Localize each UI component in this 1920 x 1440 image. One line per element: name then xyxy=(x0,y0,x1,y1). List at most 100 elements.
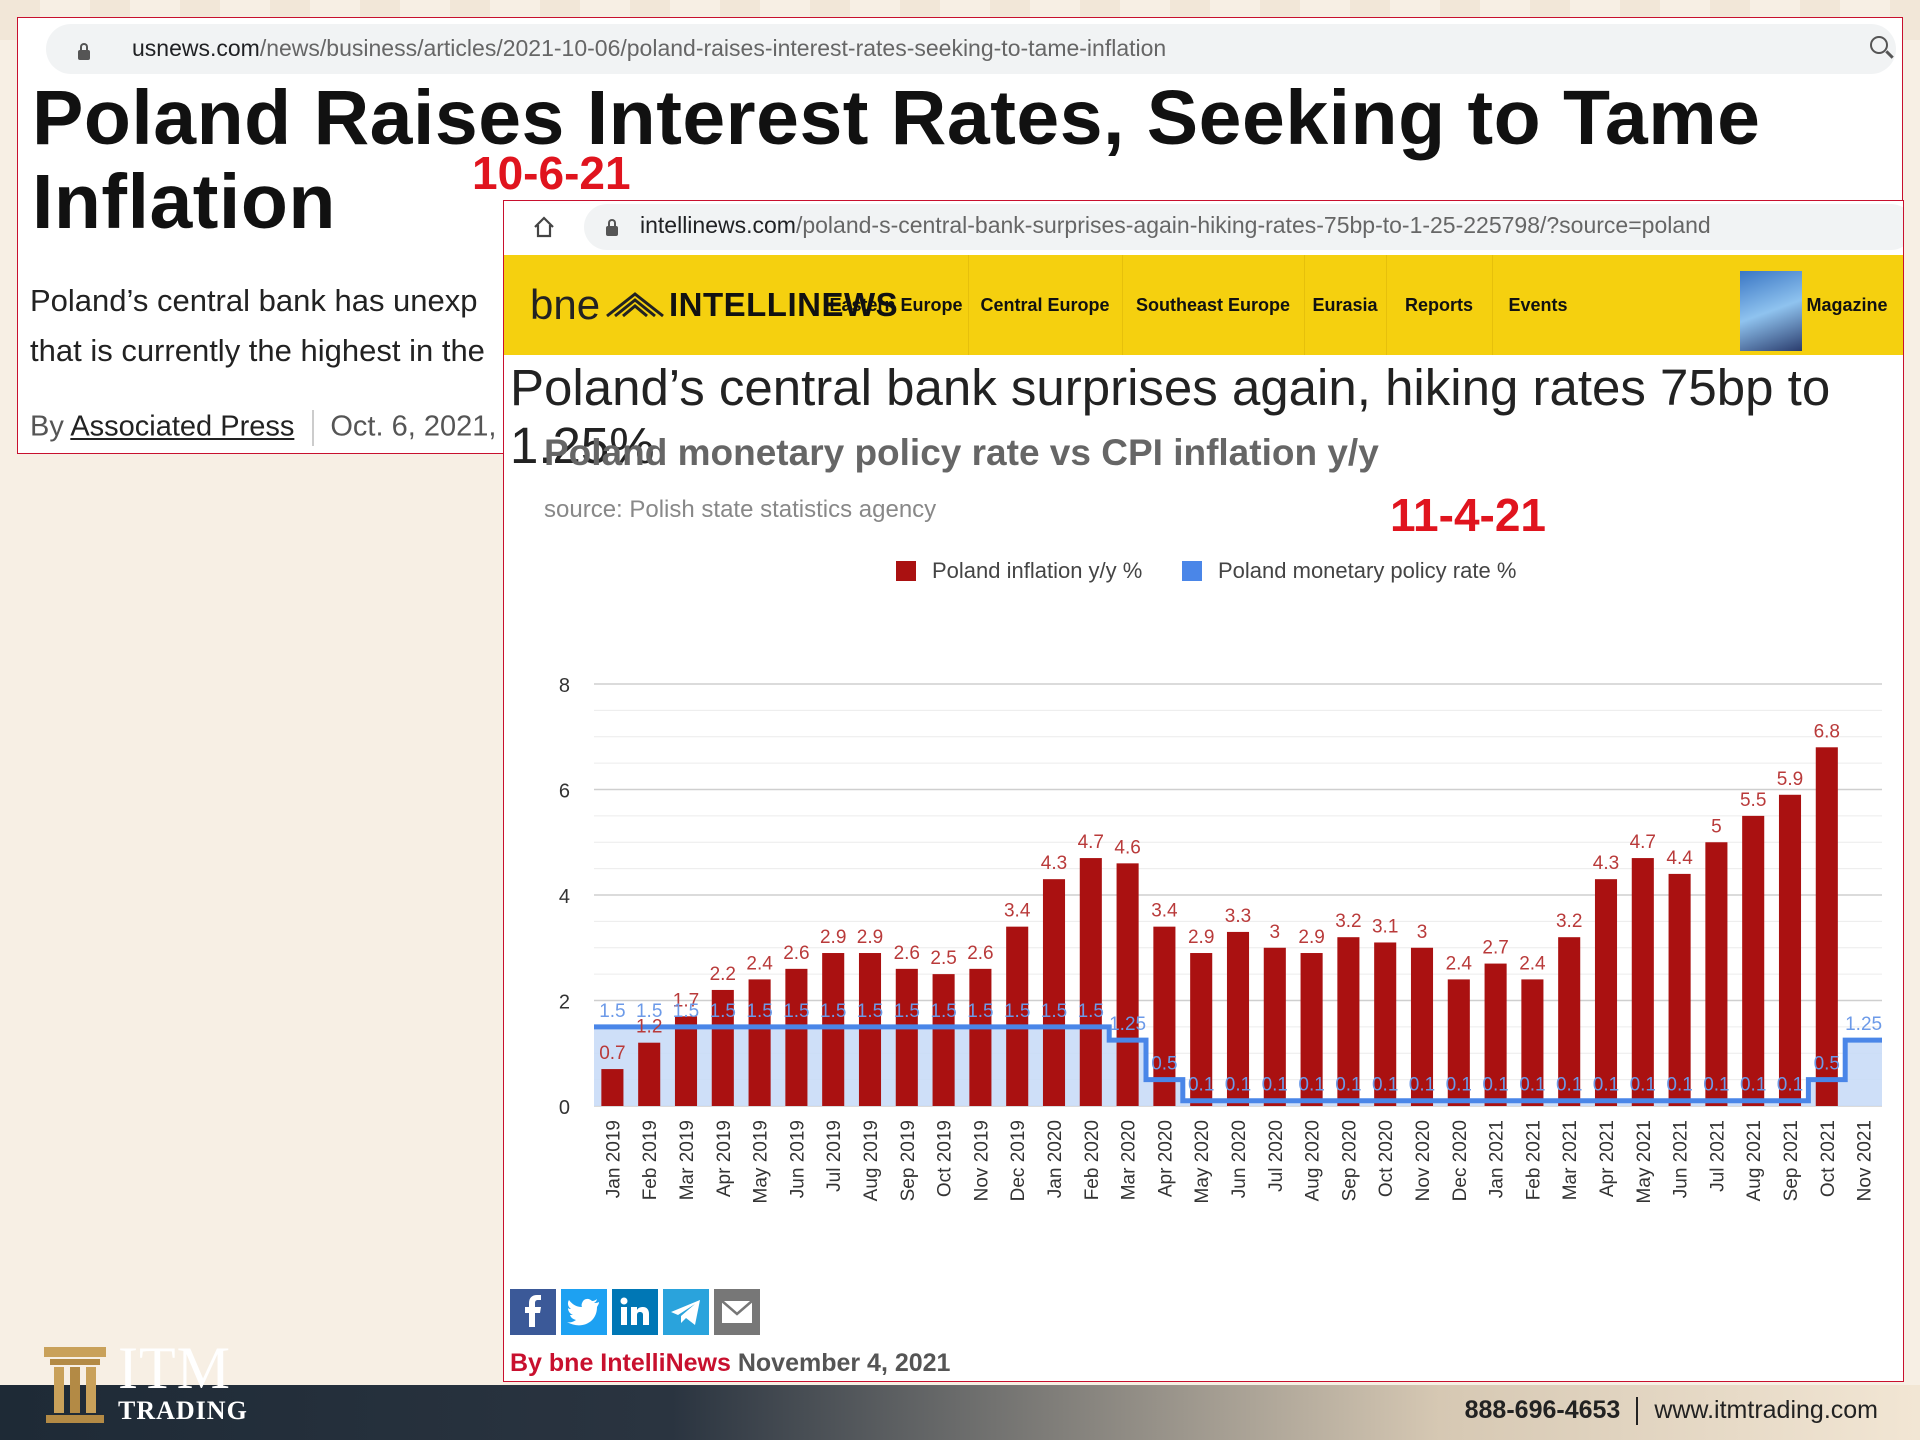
policy-rate-line xyxy=(594,1024,1882,1104)
inflation-data-label: 2.7 xyxy=(1482,938,1508,959)
inflation-bar xyxy=(932,974,955,1106)
x-tick-label: May 2020 xyxy=(1192,1120,1213,1203)
x-tick-label: Feb 2019 xyxy=(640,1120,661,1200)
inflation-data-label: 3.2 xyxy=(1556,911,1582,932)
inflation-data-label: 3 xyxy=(1270,922,1281,943)
policy-rate-data-label: 0.1 xyxy=(1188,1075,1214,1096)
policy-rate-data-label: 0.1 xyxy=(1409,1075,1435,1096)
inflation-data-label: 4.3 xyxy=(1593,853,1619,874)
x-tick-label: May 2021 xyxy=(1634,1120,1655,1203)
inflation-data-label: 2.9 xyxy=(857,927,883,948)
policy-rate-data-label: 1.5 xyxy=(746,1001,772,1022)
x-tick-label: Dec 2019 xyxy=(1008,1120,1029,1201)
home-icon[interactable] xyxy=(532,215,556,239)
author-link[interactable]: Associated Press xyxy=(70,410,295,443)
policy-rate-data-label: 1.5 xyxy=(710,1001,736,1022)
inflation-bar xyxy=(711,989,734,1106)
search-icon[interactable] xyxy=(1870,36,1888,54)
inflation-bar xyxy=(1484,963,1507,1106)
inflation-data-label: 2.6 xyxy=(783,943,809,964)
x-tick-label: Oct 2020 xyxy=(1376,1120,1397,1197)
y-tick-label: 8 xyxy=(559,675,570,697)
inflation-bar xyxy=(1337,937,1360,1106)
nav-magazine[interactable]: Magazine xyxy=(1806,295,1888,315)
nav-central-europe[interactable]: Central Europe xyxy=(968,255,1121,355)
x-tick-label: Oct 2021 xyxy=(1818,1120,1839,1197)
inflation-bar xyxy=(601,1069,624,1106)
inflation-data-label: 1.2 xyxy=(636,1017,662,1038)
nav-southeast-europe[interactable]: Southeast Europe xyxy=(1122,255,1303,355)
inflation-bar xyxy=(1226,931,1250,1106)
inflation-data-label: 3.4 xyxy=(1151,901,1178,922)
x-tick-label: Mar 2020 xyxy=(1119,1120,1140,1200)
telegram-icon[interactable] xyxy=(663,1289,709,1335)
usnews-address-bar[interactable]: usnews.com/news/business/articles/2021-1… xyxy=(46,24,1896,74)
policy-rate-data-label: 1.5 xyxy=(894,1001,920,1022)
inflation-data-label: 4.4 xyxy=(1666,848,1693,869)
inflation-data-label: 5.9 xyxy=(1777,769,1803,790)
policy-rate-data-label: 1.5 xyxy=(783,1001,809,1022)
article-date: Oct. 6, 2021, xyxy=(330,410,497,443)
policy-rate-data-label: 1.5 xyxy=(1004,1001,1030,1022)
inflation-bar xyxy=(1521,979,1544,1106)
footer-website[interactable]: www.itmtrading.com xyxy=(1654,1396,1878,1424)
intellinews-url[interactable]: intellinews.com/poland-s-central-bank-su… xyxy=(640,212,1711,238)
inflation-data-label: 1.7 xyxy=(673,990,699,1011)
inflation-bar xyxy=(1668,873,1691,1106)
x-tick-label: Nov 2019 xyxy=(971,1120,992,1201)
nav-eastern-europe[interactable]: Eastern Europe xyxy=(829,295,963,315)
footer-phone[interactable]: 888-696-4653 xyxy=(1464,1396,1621,1424)
lock-icon xyxy=(78,43,90,60)
inflation-bar xyxy=(1042,879,1066,1106)
byline-date: November 4, 2021 xyxy=(737,1349,951,1377)
magazine-cover-thumbnail[interactable] xyxy=(1740,271,1802,351)
x-tick-label: Apr 2019 xyxy=(714,1120,735,1197)
x-tick-label: Jun 2021 xyxy=(1671,1120,1692,1198)
x-tick-label: Aug 2019 xyxy=(861,1120,882,1201)
itm-pillar-logo-icon xyxy=(44,1347,106,1423)
y-tick-label: 6 xyxy=(559,781,570,803)
annotation-date-nov: 11-4-21 xyxy=(1390,489,1547,541)
usnews-summary: Poland’s central bank has unexp that is … xyxy=(30,283,485,368)
x-tick-label: Jun 2019 xyxy=(787,1120,808,1198)
annotation-date-oct: 10-6-21 xyxy=(472,147,631,199)
inflation-data-label: 4.7 xyxy=(1630,832,1656,853)
itm-brand-text: ITM TRADING xyxy=(118,1335,248,1425)
linkedin-icon[interactable] xyxy=(612,1289,658,1335)
inflation-data-label: 2.6 xyxy=(894,943,920,964)
site-navbar: bne INTELLINEWS Eastern Europe Central E… xyxy=(504,255,1903,355)
policy-rate-data-label: 0.1 xyxy=(1740,1075,1766,1096)
y-tick-label: 2 xyxy=(559,992,570,1014)
intellinews-byline: By bne IntelliNews November 4, 2021 xyxy=(510,1349,950,1378)
inflation-bar xyxy=(1447,979,1470,1106)
policy-rate-data-label: 1.5 xyxy=(820,1001,846,1022)
inflation-data-label: 2.4 xyxy=(746,953,773,974)
intellinews-address-bar[interactable] xyxy=(584,204,1903,250)
inflation-data-label: 3.3 xyxy=(1225,906,1251,927)
email-icon[interactable] xyxy=(714,1289,760,1335)
policy-rate-data-label: 0.1 xyxy=(1372,1075,1398,1096)
inflation-bar xyxy=(1116,863,1139,1106)
inflation-bar xyxy=(748,979,771,1106)
twitter-icon[interactable] xyxy=(561,1289,607,1335)
usnews-url[interactable]: usnews.com/news/business/articles/2021-1… xyxy=(132,35,1167,61)
policy-rate-data-label: 0.1 xyxy=(1446,1075,1472,1096)
policy-rate-data-label: 0.1 xyxy=(1556,1075,1582,1096)
policy-rate-data-label: 0.1 xyxy=(1262,1075,1288,1096)
policy-rate-data-label: 0.1 xyxy=(1335,1075,1361,1096)
policy-rate-data-label: 0.5 xyxy=(1151,1054,1177,1075)
inflation-bar xyxy=(1410,947,1434,1106)
inflation-bar xyxy=(674,1016,698,1106)
policy-rate-data-label: 1.5 xyxy=(1041,1001,1067,1022)
facebook-icon[interactable] xyxy=(510,1289,556,1335)
inflation-bar xyxy=(1594,879,1618,1106)
nav-reports[interactable]: Reports xyxy=(1386,255,1491,355)
nav-events[interactable]: Events xyxy=(1492,255,1583,355)
bne-intellinews-logo[interactable]: bne INTELLINEWS xyxy=(530,281,899,328)
inflation-bar xyxy=(638,1042,661,1106)
inflation-bar xyxy=(1079,858,1102,1106)
legend-inflation-label: Poland inflation y/y % xyxy=(932,558,1142,583)
nav-eurasia[interactable]: Eurasia xyxy=(1304,255,1385,355)
inflation-bar xyxy=(969,968,992,1106)
byline-source[interactable]: By bne IntelliNews xyxy=(510,1349,731,1377)
